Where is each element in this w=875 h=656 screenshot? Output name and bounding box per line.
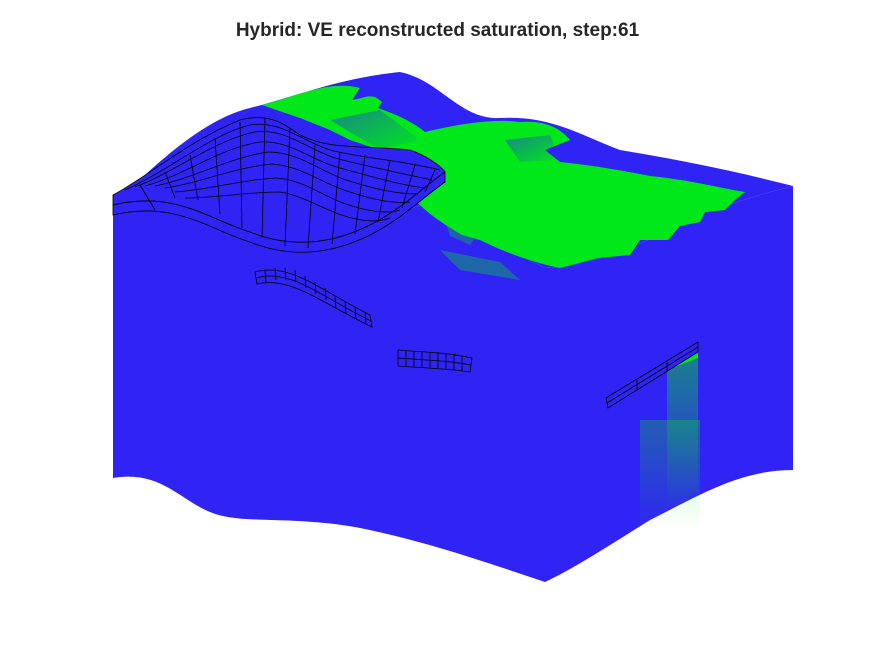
fine-grid-strip-well (605, 341, 699, 409)
fine-grid-strip-1 (254, 267, 373, 328)
fine-grid-strip-2 (397, 349, 473, 373)
co2-plume-fade-4 (445, 220, 480, 245)
co2-plume-fade-1 (330, 110, 420, 150)
fine-grid-top-block (112, 117, 446, 253)
co2-plume-fade-3 (440, 250, 520, 280)
co2-column (667, 356, 698, 508)
figure-title: Hybrid: VE reconstructed saturation, ste… (235, 20, 640, 41)
co2-plume-fade-2 (505, 135, 560, 162)
front-left-face (113, 196, 545, 582)
